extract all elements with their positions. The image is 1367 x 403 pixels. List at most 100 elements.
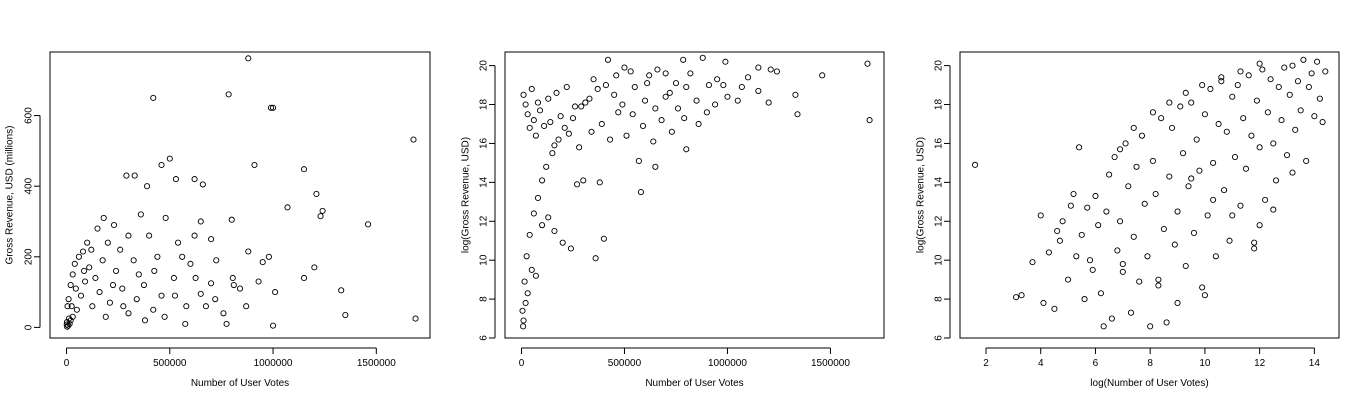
data-point (611, 91, 618, 98)
data-point (1051, 305, 1058, 312)
data-point (1278, 117, 1285, 124)
data-point (170, 274, 177, 282)
data-point (586, 95, 593, 102)
data-point (162, 214, 169, 222)
data-point (1188, 175, 1195, 182)
data-point (1111, 154, 1118, 161)
data-point (604, 56, 612, 63)
data-point (243, 303, 250, 310)
data-point (642, 97, 649, 104)
data-point (99, 257, 106, 264)
x-tick-label: 1000000 (708, 358, 747, 369)
data-point (662, 93, 669, 100)
data-point (522, 299, 529, 307)
data-point (528, 85, 535, 93)
data-point (714, 76, 721, 83)
data-point (539, 222, 546, 229)
y-axis-title: log(Gross Revenue, USD) (461, 137, 472, 253)
data-point (1237, 202, 1244, 209)
data-point (1108, 315, 1115, 322)
data-point (720, 82, 727, 89)
data-point (571, 103, 579, 110)
data-point (637, 189, 644, 196)
data-point (1221, 187, 1228, 194)
data-point (520, 317, 527, 324)
data-point (549, 150, 556, 157)
data-point (1256, 222, 1263, 229)
data-point (1106, 171, 1113, 178)
data-point (576, 144, 583, 151)
data-point (141, 317, 149, 324)
data-point (1303, 157, 1310, 165)
data-point (182, 320, 189, 327)
data-point (654, 66, 661, 73)
data-point (137, 211, 144, 218)
data-point (100, 214, 107, 222)
data-point (104, 239, 111, 246)
plot-frame (959, 51, 1340, 339)
x-tick-label: 0 (64, 358, 70, 369)
data-point (1136, 278, 1143, 285)
data-point (1171, 241, 1178, 248)
data-point (755, 87, 762, 94)
data-point (683, 146, 690, 153)
scatter-panel-log-votes-vs-log-gross: 2 4 6 8 10 12 14 6 8 10 12 14 16 18 20 log(Number of Us… (916, 51, 1340, 389)
data-point (1163, 319, 1170, 326)
data-point (96, 289, 103, 296)
data-point (1119, 261, 1126, 268)
data-point (130, 257, 137, 264)
data-point (615, 109, 622, 116)
data-point (1075, 144, 1083, 151)
data-point (125, 310, 132, 317)
data-point (151, 267, 158, 274)
data-point (1045, 249, 1052, 256)
data-point (539, 177, 546, 184)
data-point (687, 70, 694, 77)
data-point (1130, 124, 1137, 131)
data-point (551, 142, 558, 149)
data-point (623, 132, 630, 139)
data-point (693, 97, 700, 104)
plot-frame (49, 51, 431, 339)
data-point (578, 103, 585, 110)
data-point (1294, 78, 1302, 85)
data-point (792, 91, 799, 98)
data-point (773, 68, 780, 75)
data-point (1289, 169, 1296, 176)
data-point (1311, 113, 1318, 120)
data-point (1314, 58, 1321, 65)
x-axis-title: Number of User Votes (645, 378, 743, 389)
x-tick-label: 2 (983, 358, 989, 369)
data-point (1262, 196, 1269, 203)
data-point (524, 111, 531, 118)
data-point (627, 68, 634, 75)
x-tick-label: 12 (1254, 358, 1266, 369)
data-point (523, 253, 530, 260)
data-point (530, 117, 537, 124)
x-tick-label: 0 (519, 358, 525, 369)
data-point (629, 111, 636, 118)
data-point (1193, 136, 1200, 143)
data-point (79, 248, 87, 255)
data-point (81, 267, 88, 274)
data-point (154, 253, 161, 260)
data-point (1275, 83, 1282, 91)
data-point (1070, 190, 1077, 198)
data-point (68, 303, 75, 310)
data-point (84, 239, 91, 246)
data-point (1264, 109, 1271, 116)
data-point (119, 285, 126, 292)
data-point (532, 272, 539, 279)
data-point (144, 183, 151, 190)
data-point (1100, 323, 1107, 330)
data-point (212, 296, 219, 303)
data-point (1196, 167, 1203, 174)
data-point (650, 138, 657, 145)
data-point (1078, 231, 1085, 238)
data-point (594, 85, 601, 93)
data-point (1212, 253, 1219, 260)
data-point (1223, 128, 1230, 135)
data-point (1234, 82, 1241, 89)
data-point (150, 306, 157, 313)
data-point (734, 97, 741, 104)
